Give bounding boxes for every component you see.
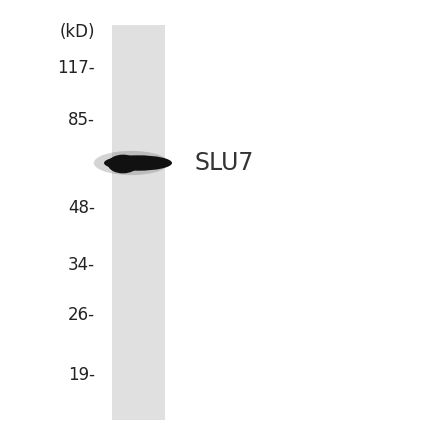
- Text: 85-: 85-: [68, 111, 95, 129]
- Text: 117-: 117-: [57, 59, 95, 77]
- Text: (kD): (kD): [59, 23, 95, 41]
- Text: 26-: 26-: [68, 306, 95, 324]
- Text: SLU7: SLU7: [195, 151, 254, 175]
- Ellipse shape: [104, 155, 172, 171]
- Ellipse shape: [94, 151, 169, 175]
- Text: 34-: 34-: [68, 256, 95, 274]
- Ellipse shape: [108, 155, 138, 173]
- FancyBboxPatch shape: [112, 25, 165, 420]
- Text: 19-: 19-: [68, 366, 95, 384]
- Text: 48-: 48-: [68, 199, 95, 217]
